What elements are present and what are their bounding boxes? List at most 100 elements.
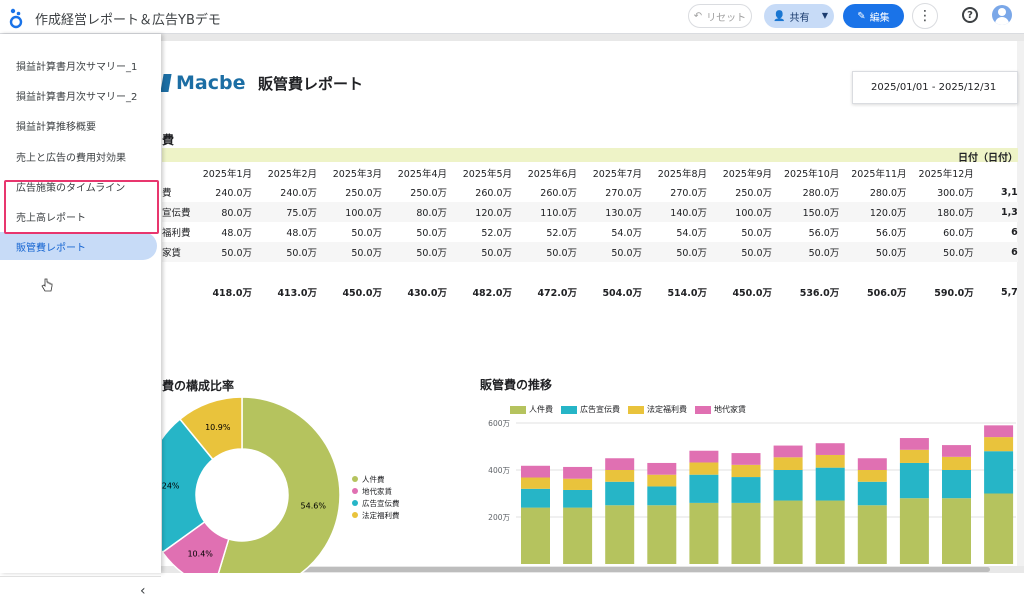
bar-segment[interactable]	[899, 438, 929, 450]
legend-item[interactable]: 地代家賃	[352, 485, 400, 497]
legend-item[interactable]: 法定福利費	[628, 404, 687, 415]
horizontal-scrollbar[interactable]	[210, 567, 990, 572]
bar-chart-title: 販管費の推移	[480, 378, 553, 392]
sidebar-item[interactable]: 販管費レポート	[0, 232, 157, 260]
pie-slice-label: 24%	[162, 482, 180, 491]
bar-segment[interactable]	[647, 486, 677, 506]
bar-segment[interactable]	[815, 467, 845, 501]
bar-segment[interactable]	[899, 449, 929, 463]
table-cell: 180.0万	[912, 202, 980, 222]
brand-logo: Macbe	[160, 72, 245, 94]
table-cell: 50.0万	[193, 242, 258, 262]
sidebar-item[interactable]: 損益計算推移概要	[16, 121, 96, 133]
bar-segment[interactable]	[605, 458, 635, 470]
legend-item[interactable]: 広告宣伝費	[561, 404, 620, 415]
legend-swatch	[352, 512, 358, 518]
edit-label: 編集	[869, 12, 890, 24]
bar-segment[interactable]	[647, 505, 677, 564]
legend-item[interactable]: 広告宣伝費	[352, 497, 400, 509]
bar-segment[interactable]	[857, 470, 887, 482]
bar-segment[interactable]	[647, 462, 677, 475]
bar-segment[interactable]	[563, 489, 593, 508]
sidebar-item[interactable]: 売上高レポート	[16, 212, 86, 224]
bar-segment[interactable]	[521, 507, 550, 564]
chevron-left-icon[interactable]: ‹	[140, 583, 146, 599]
pie-slice-3[interactable]	[178, 396, 243, 461]
month-column-header: 2025年11月	[851, 169, 907, 180]
avatar[interactable]	[992, 5, 1012, 25]
bar-segment[interactable]	[563, 507, 593, 564]
collapse-sidebar-button[interactable]: ‹	[0, 576, 161, 606]
sidebar-item[interactable]: 損益計算書月次サマリー_2	[16, 91, 138, 103]
bar-segment[interactable]	[942, 445, 971, 457]
bar-segment[interactable]	[521, 465, 550, 478]
bar-segment[interactable]	[563, 478, 593, 490]
bar-segment[interactable]	[984, 425, 1014, 438]
bar-segment[interactable]	[731, 464, 761, 478]
bar-segment[interactable]	[521, 477, 550, 489]
stacked-bar-chart[interactable]: 200万 400万 600万	[478, 414, 1016, 566]
pie-slice-2[interactable]	[162, 418, 214, 554]
reset-button[interactable]: ↶ リセット	[688, 4, 752, 28]
legend-item[interactable]: 人件費	[352, 473, 400, 485]
report-title[interactable]: 作成経営レポート＆広告YBデモ	[35, 13, 221, 28]
bar-segment[interactable]	[773, 500, 803, 564]
bar-segment[interactable]	[563, 466, 593, 479]
bar-segment[interactable]	[984, 451, 1014, 494]
table-cell: 280.0万	[802, 188, 840, 199]
more-options-button[interactable]: ⋮	[912, 3, 938, 29]
pie-slice-0[interactable]	[214, 396, 341, 573]
top-bar: 作成経営レポート＆広告YBデモ ↶ リセット 👤 共有 ▼ ✎ 編集 ⋮ ?	[0, 0, 1024, 34]
table-cell: 50.0万	[845, 242, 913, 262]
bar-segment[interactable]	[731, 477, 761, 503]
bar-segment[interactable]	[857, 481, 887, 506]
bar-segment[interactable]	[857, 458, 887, 470]
bar-segment[interactable]	[942, 498, 971, 564]
legend-item[interactable]: 地代家賃	[695, 404, 746, 415]
bar-segment[interactable]	[773, 445, 803, 458]
bar-segment[interactable]	[605, 470, 635, 482]
month-column-header: 2025年9月	[722, 169, 772, 180]
bar-segment[interactable]	[689, 502, 719, 564]
bar-segment[interactable]	[773, 457, 803, 470]
bar-segment[interactable]	[815, 454, 845, 468]
bar-segment[interactable]	[815, 500, 845, 564]
help-icon[interactable]: ?	[962, 7, 978, 23]
looker-studio-logo-icon[interactable]	[8, 7, 24, 29]
legend-swatch	[352, 476, 358, 482]
bar-segment[interactable]	[899, 498, 929, 564]
bar-segment[interactable]	[605, 481, 635, 506]
edit-button[interactable]: ✎ 編集	[843, 4, 904, 28]
chevron-down-icon[interactable]: ▼	[821, 11, 828, 20]
composition-donut-chart[interactable]: 54.6% 10.4% 24% 10.9%	[162, 395, 352, 573]
sidebar-item[interactable]: 広告施策のタイムライン	[16, 182, 126, 194]
bar-segment[interactable]	[899, 462, 929, 499]
total-cell: 514.0万	[667, 288, 707, 299]
date-range-control[interactable]: 2025/01/01 - 2025/12/31	[852, 71, 1018, 104]
bar-segment[interactable]	[942, 470, 971, 499]
bar-segment[interactable]	[647, 474, 677, 487]
bar-segment[interactable]	[689, 474, 719, 503]
bar-segment[interactable]	[857, 505, 887, 564]
bar-segment[interactable]	[815, 443, 845, 455]
bar-segment[interactable]	[942, 456, 971, 470]
sidebar-item[interactable]: 損益計算書月次サマリー_1	[16, 61, 138, 73]
bar-segment[interactable]	[689, 450, 719, 463]
page-title: 販管費レポート	[258, 75, 364, 93]
table-row: 費 240.0万 240.0万 250.0万 250.0万 260.0万 260.0万 270…	[162, 182, 1018, 202]
bar-segment[interactable]	[731, 453, 761, 465]
bar-segment[interactable]	[773, 470, 803, 501]
row-total-cell: 6	[979, 242, 1018, 262]
bar-segment[interactable]	[605, 505, 635, 564]
sidebar-item[interactable]: 売上と広告の費用対効果	[16, 152, 126, 164]
share-button[interactable]: 👤 共有 ▼	[764, 4, 834, 28]
bar-segment[interactable]	[984, 493, 1014, 565]
bar-segment[interactable]	[689, 462, 719, 475]
bar-segment[interactable]	[521, 488, 550, 508]
bar-segment[interactable]	[731, 502, 761, 564]
pie-slice-label: 54.6%	[301, 501, 327, 510]
vertical-scrollbar[interactable]	[1017, 41, 1024, 566]
legend-item[interactable]: 法定福利費	[352, 509, 400, 521]
legend-item[interactable]: 人件費	[510, 404, 553, 415]
bar-segment[interactable]	[984, 437, 1014, 452]
